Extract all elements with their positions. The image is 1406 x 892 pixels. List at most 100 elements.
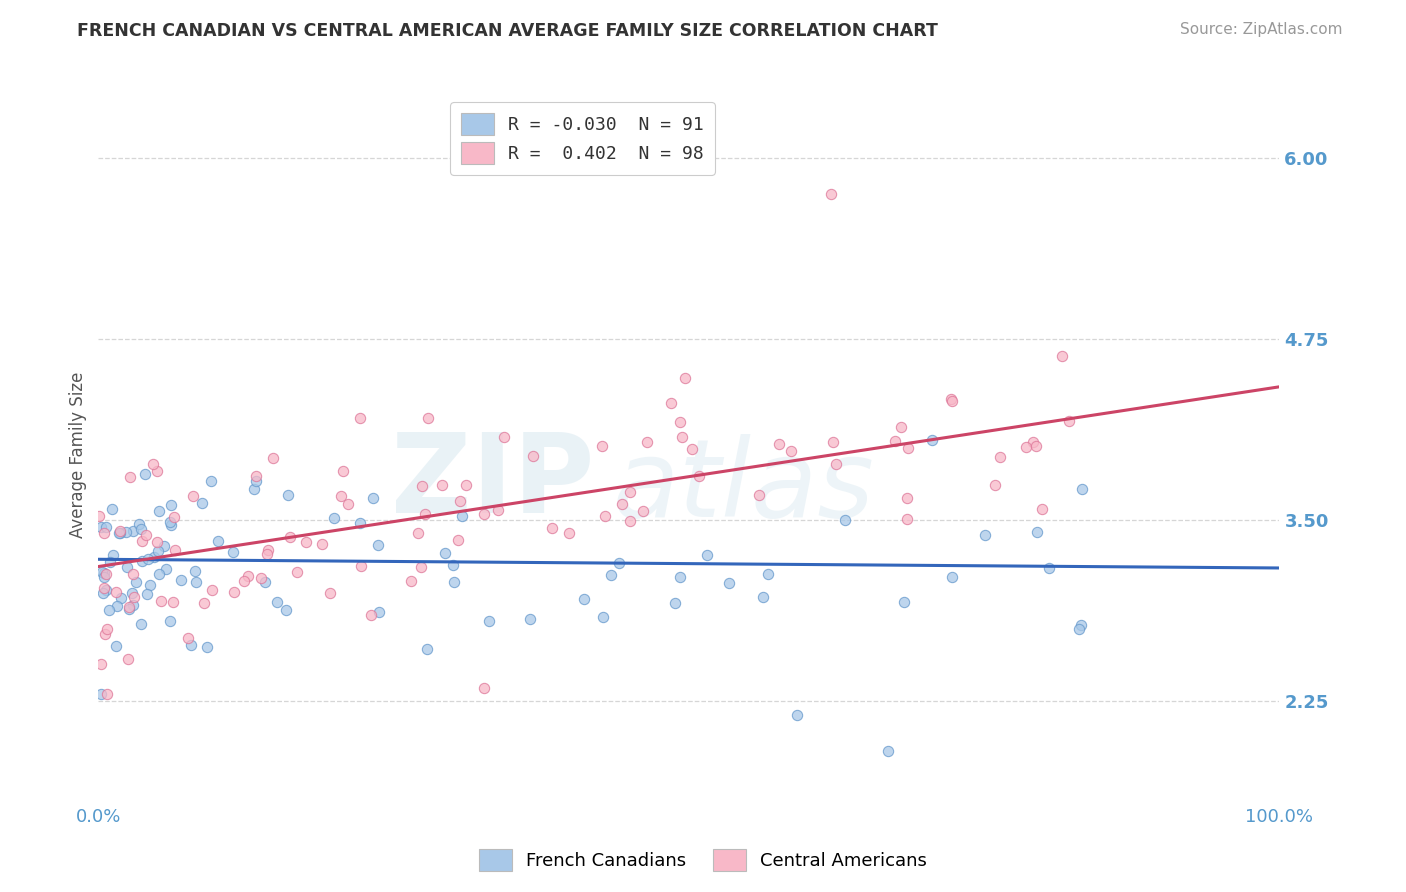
Point — [541, 521, 564, 535]
Point — [474, 508, 496, 522]
Point — [114, 524, 136, 539]
Point — [93, 526, 115, 541]
Point — [1038, 561, 1060, 575]
Point — [591, 439, 613, 453]
Point — [249, 571, 271, 585]
Point — [360, 608, 382, 623]
Point — [117, 560, 139, 574]
Point — [159, 515, 181, 529]
Point — [274, 603, 297, 617]
Point — [118, 602, 141, 616]
Point — [478, 614, 501, 628]
Point — [607, 556, 630, 570]
Point — [600, 568, 623, 582]
Point — [574, 592, 596, 607]
Point — [434, 546, 457, 560]
Point — [180, 638, 202, 652]
Point — [921, 433, 943, 447]
Point — [108, 524, 131, 539]
Point — [332, 464, 354, 478]
Point — [146, 544, 169, 558]
Point — [253, 575, 276, 590]
Point — [416, 642, 439, 657]
Point — [278, 530, 301, 544]
Point — [93, 566, 115, 580]
Point — [90, 657, 112, 672]
Point — [1031, 502, 1053, 516]
Text: FRENCH CANADIAN VS CENTRAL AMERICAN AVERAGE FAMILY SIZE CORRELATION CHART: FRENCH CANADIAN VS CENTRAL AMERICAN AVER… — [77, 22, 938, 40]
Point — [222, 545, 245, 559]
Point — [93, 570, 115, 584]
Point — [941, 570, 963, 584]
Point — [96, 582, 118, 597]
Point — [134, 467, 156, 482]
Point — [153, 540, 176, 554]
Point — [139, 578, 162, 592]
Point — [163, 543, 186, 558]
Point — [191, 496, 214, 510]
Point — [883, 434, 905, 448]
Point — [349, 411, 371, 425]
Point — [136, 552, 159, 566]
Point — [834, 513, 856, 527]
Point — [98, 602, 121, 616]
Point — [1067, 622, 1090, 636]
Point — [367, 605, 389, 619]
Point — [786, 708, 808, 723]
Point — [820, 187, 842, 202]
Point — [148, 504, 170, 518]
Point — [984, 477, 1007, 491]
Point — [367, 538, 389, 552]
Point — [91, 585, 114, 599]
Point — [131, 554, 153, 568]
Point — [122, 598, 145, 612]
Point — [411, 560, 433, 574]
Point — [447, 533, 470, 547]
Point — [319, 586, 342, 600]
Point — [232, 574, 254, 588]
Point — [876, 744, 898, 758]
Point — [323, 510, 346, 524]
Point — [163, 510, 186, 524]
Point — [150, 594, 173, 608]
Point — [170, 573, 193, 587]
Point — [636, 434, 658, 449]
Point — [696, 548, 718, 562]
Point — [486, 503, 509, 517]
Point — [207, 533, 229, 548]
Point — [277, 488, 299, 502]
Point — [973, 528, 995, 542]
Point — [780, 444, 803, 458]
Point — [90, 688, 112, 702]
Point — [245, 469, 267, 483]
Point — [201, 582, 224, 597]
Point — [1025, 524, 1047, 539]
Point — [93, 581, 115, 595]
Point — [101, 548, 124, 562]
Point — [98, 555, 121, 569]
Point — [295, 535, 318, 549]
Point — [752, 590, 775, 604]
Point — [96, 687, 118, 701]
Legend: French Canadians, Central Americans: French Canadians, Central Americans — [472, 842, 934, 879]
Point — [1057, 413, 1080, 427]
Point — [430, 478, 453, 492]
Point — [96, 622, 118, 636]
Point — [311, 537, 333, 551]
Point — [329, 490, 352, 504]
Point — [256, 548, 278, 562]
Point — [821, 434, 844, 449]
Point — [121, 524, 143, 538]
Point — [1070, 482, 1092, 496]
Point — [411, 479, 433, 493]
Point — [105, 599, 128, 613]
Point — [941, 394, 963, 409]
Point — [110, 591, 132, 606]
Point — [890, 420, 912, 434]
Point — [125, 575, 148, 590]
Point — [519, 612, 541, 626]
Point — [664, 596, 686, 610]
Point — [593, 508, 616, 523]
Point — [108, 526, 131, 541]
Point — [120, 469, 142, 483]
